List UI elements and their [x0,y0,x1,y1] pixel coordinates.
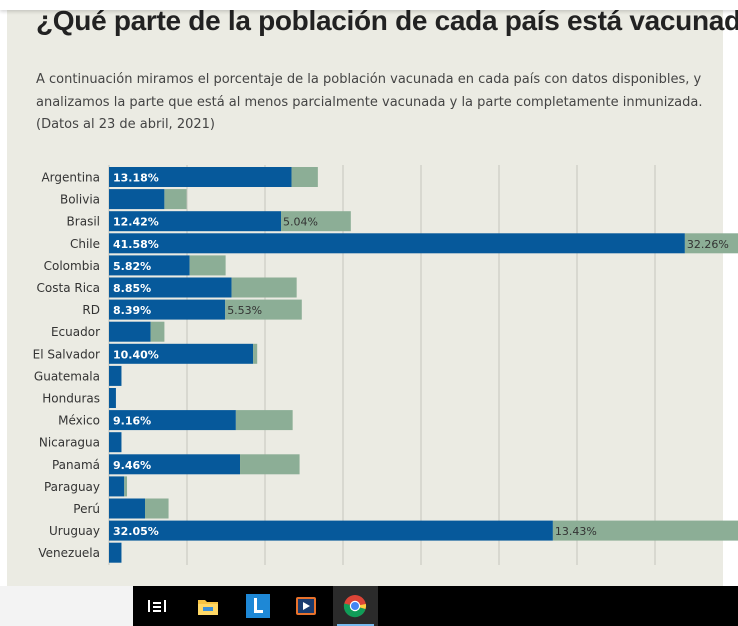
bar-partial [109,476,125,497]
chrome-icon[interactable] [343,594,367,618]
media-player-icon[interactable] [294,594,318,618]
country-label: Argentina [41,171,100,185]
chart-description: A continuación miramos el porcentaje de … [36,72,703,132]
bar-partial [109,233,685,254]
bar-full [235,410,293,431]
bar-full [253,343,258,364]
data-label-full: 5.04% [283,216,318,229]
data-label-full: 5.53% [227,304,262,317]
country-label: Uruguay [49,524,100,538]
bar-partial [109,343,254,364]
bar-partial [109,321,151,342]
top-edge [0,0,738,10]
data-label-partial: 41.58% [113,238,159,251]
bar-partial [109,189,165,210]
country-label: El Salvador [33,347,100,361]
bar-partial [109,520,553,541]
data-label-full: 32.26% [687,238,729,251]
bar-partial [109,255,190,276]
task-view-icon[interactable] [145,594,169,618]
windows-taskbar [0,586,738,626]
bar-partial [109,498,146,519]
country-label: Paraguay [44,480,100,494]
bar-partial [109,211,282,232]
data-label-partial: 32.05% [113,525,159,538]
country-label: Venezuela [38,546,100,560]
country-label: Brasil [67,215,100,229]
bar-full [231,277,297,298]
data-label-partial: 9.16% [113,415,151,428]
bar-full [150,321,165,342]
bar-full [291,167,318,187]
data-label-full: 13.43% [555,525,597,538]
country-label: Panamá [52,458,100,472]
data-label-partial: 8.39% [113,304,151,317]
bar-full [552,520,738,541]
country-label: RD [82,303,100,317]
bar-full [240,454,300,475]
country-label: Guatemala [34,369,100,383]
country-label: México [58,414,100,428]
bar-partial [109,410,236,431]
bar-partial [109,432,122,453]
country-label: Nicaragua [39,436,100,450]
country-label: Costa Rica [37,281,100,295]
bar-partial [109,277,232,298]
bar-full [164,189,187,210]
bar-partial [109,542,122,563]
country-label: Bolivia [60,193,100,207]
data-label-partial: 13.18% [113,172,159,185]
file-explorer-icon[interactable] [196,594,220,618]
bar-full [145,498,169,519]
vaccination-bar-chart: Argentina 13.18% Bolivia Brasil 12.42% 5.04% C… [33,165,738,565]
country-label: Ecuador [51,325,100,339]
data-label-partial: 9.46% [113,459,151,472]
country-label: Chile [70,237,100,251]
bar-full [225,299,302,320]
bar-partial [109,388,116,408]
page-title: ¿Qué parte de la población de cada país … [36,5,738,36]
bar-full [124,476,128,497]
bar-full [684,233,738,254]
bar-partial [109,299,226,320]
data-label-partial: 12.42% [113,216,159,229]
bar-full [281,211,351,232]
bar-partial [109,365,122,386]
bar-full [189,255,226,276]
country-label: Perú [73,502,100,516]
bar-partial [109,167,292,187]
data-label-partial: 10.40% [113,348,159,361]
country-label: Honduras [42,392,100,406]
taskbar-search-area[interactable] [0,586,133,626]
country-label: Colombia [44,259,100,273]
bar-partial [109,454,241,475]
data-label-partial: 8.85% [113,282,151,295]
l-app-icon[interactable] [246,594,270,618]
data-label-partial: 5.82% [113,260,151,273]
